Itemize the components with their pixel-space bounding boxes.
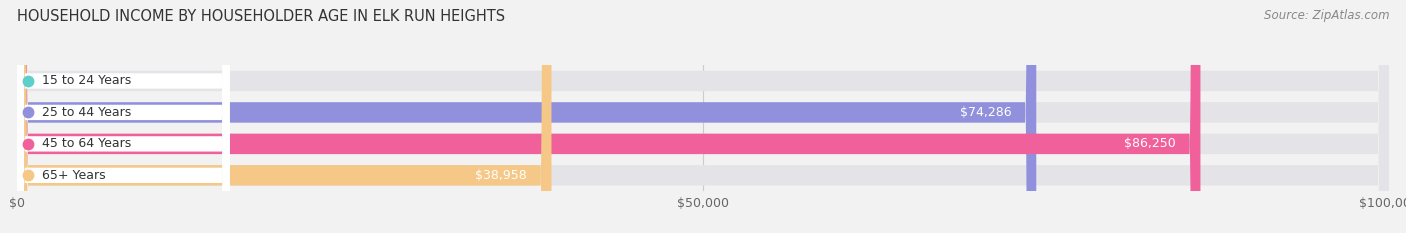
FancyBboxPatch shape [17, 0, 229, 233]
Text: $86,250: $86,250 [1123, 137, 1175, 150]
FancyBboxPatch shape [17, 0, 551, 233]
FancyBboxPatch shape [17, 0, 1201, 233]
Text: HOUSEHOLD INCOME BY HOUSEHOLDER AGE IN ELK RUN HEIGHTS: HOUSEHOLD INCOME BY HOUSEHOLDER AGE IN E… [17, 9, 505, 24]
FancyBboxPatch shape [17, 0, 229, 233]
FancyBboxPatch shape [17, 0, 1389, 233]
Text: $74,286: $74,286 [960, 106, 1011, 119]
Text: $38,958: $38,958 [475, 169, 527, 182]
Text: 45 to 64 Years: 45 to 64 Years [42, 137, 131, 150]
Text: 15 to 24 Years: 15 to 24 Years [42, 75, 131, 87]
Text: $0: $0 [65, 75, 82, 87]
FancyBboxPatch shape [17, 0, 229, 233]
FancyBboxPatch shape [17, 0, 1036, 233]
Text: Source: ZipAtlas.com: Source: ZipAtlas.com [1264, 9, 1389, 22]
FancyBboxPatch shape [17, 0, 1389, 233]
Text: 25 to 44 Years: 25 to 44 Years [42, 106, 131, 119]
FancyBboxPatch shape [17, 0, 229, 233]
Text: 65+ Years: 65+ Years [42, 169, 105, 182]
FancyBboxPatch shape [17, 0, 1389, 233]
FancyBboxPatch shape [17, 0, 1389, 233]
